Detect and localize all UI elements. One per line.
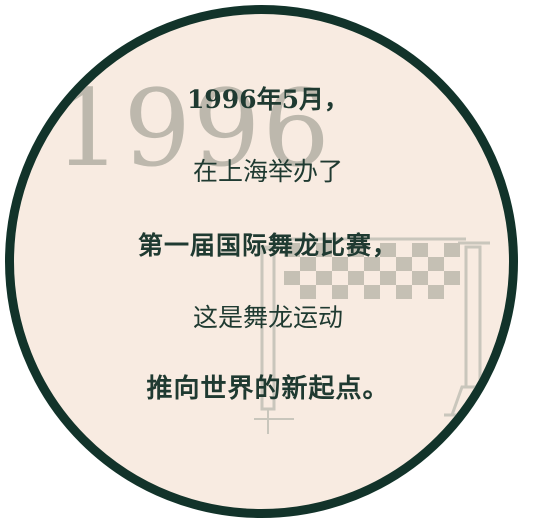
text-line-conclusion: 推向世界的新起点。: [146, 374, 390, 404]
checkered-flag-icon: [254, 237, 504, 434]
text-line-event-location: 在上海举办了: [192, 157, 343, 186]
text-line-event-name: 第一届国际舞龙比赛，: [137, 231, 398, 260]
text-line-statement: 这是舞龙运动: [192, 303, 343, 332]
text-line-date: 1996年5月，: [187, 85, 349, 114]
background-year-watermark: 1996: [54, 67, 332, 190]
circle-panel: 1996: [5, 5, 518, 518]
